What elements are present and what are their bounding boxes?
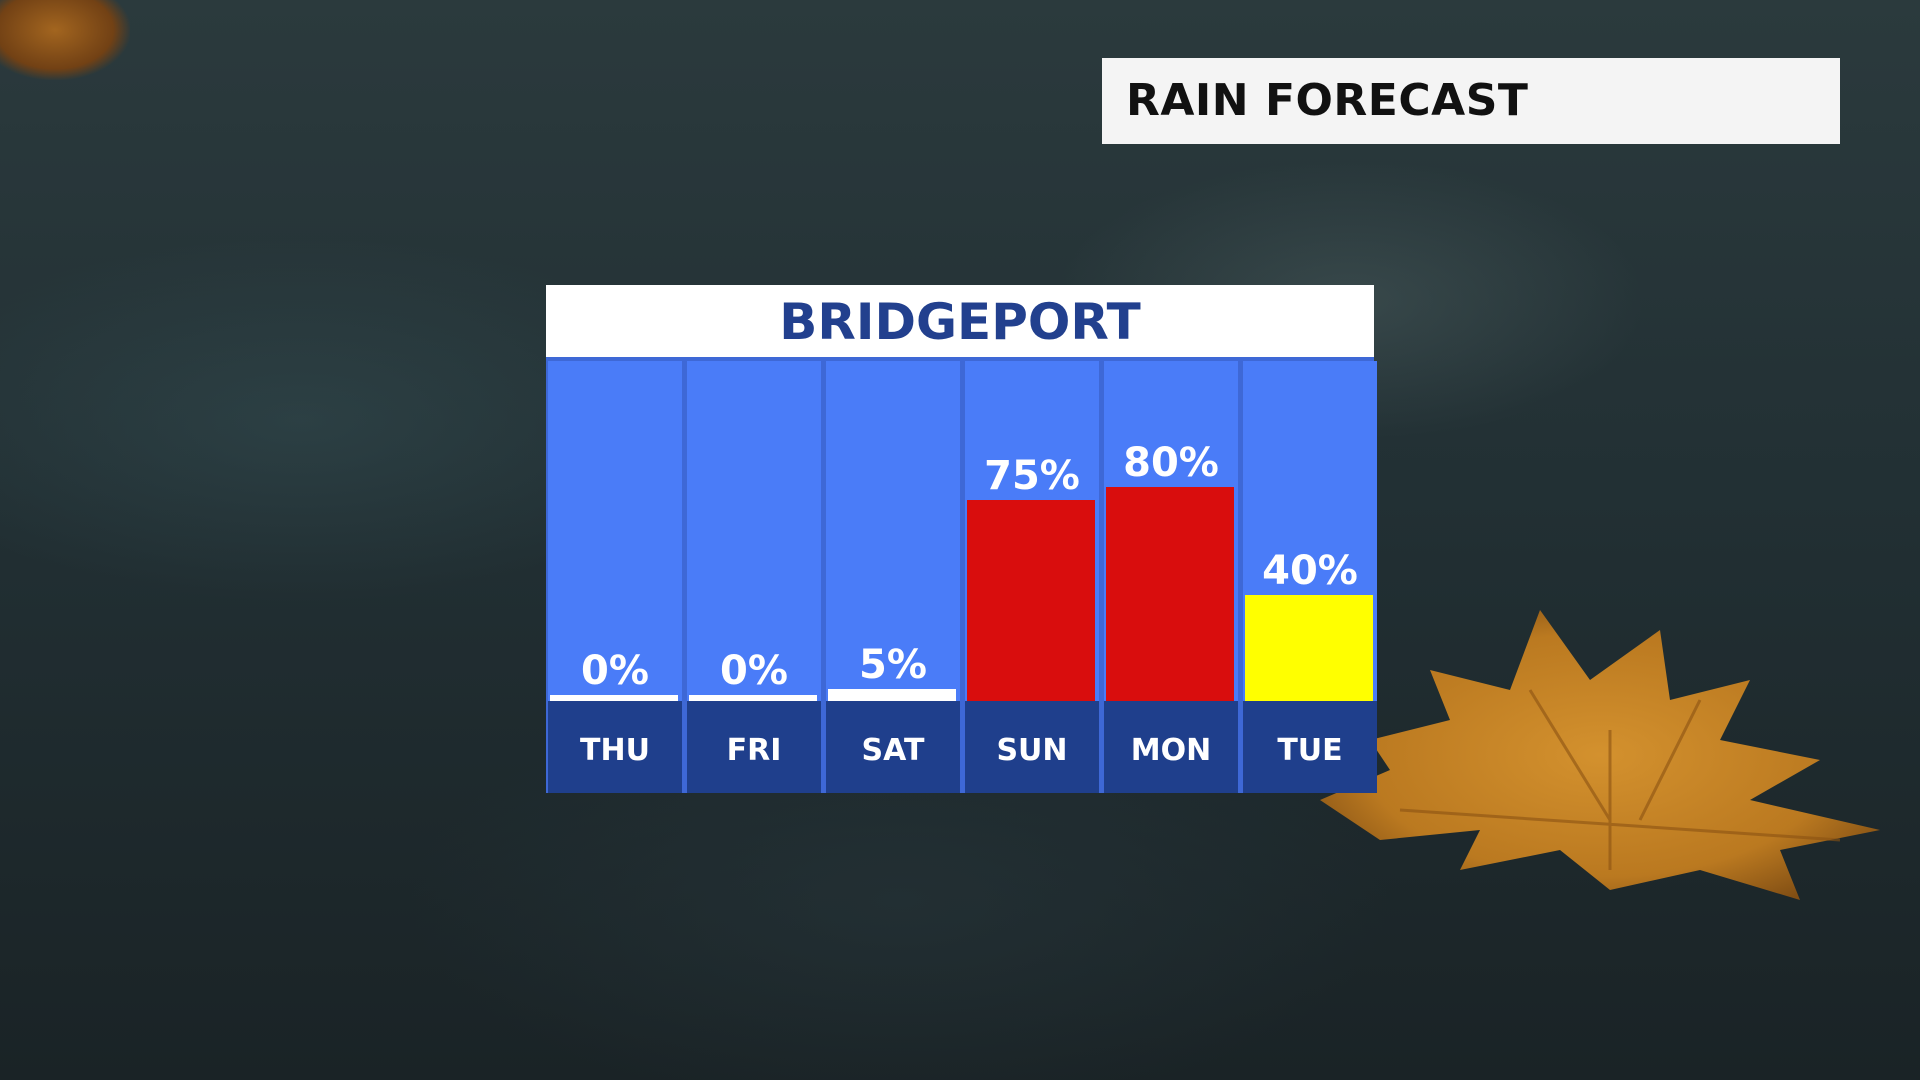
bar-sat [828, 689, 956, 703]
bar-sun [967, 500, 1095, 703]
bar-mon [1106, 487, 1234, 703]
day-label-thu: THU [548, 701, 682, 793]
rain-forecast-header: RAIN FORECAST [1102, 58, 1840, 144]
bar-thu [550, 695, 678, 703]
day-label-mon: MON [1104, 701, 1238, 793]
value-label-fri: 0% [720, 648, 788, 694]
day-label-sat: SAT [826, 701, 960, 793]
day-column-sun: 75% SUN [965, 361, 1099, 793]
value-label-sat: 5% [859, 642, 927, 688]
bars-area: 0% THU 0% FRI 5% SAT 75% SUN 80% MON 40% TUE [546, 357, 1377, 793]
day-column-thu: 0% THU [548, 361, 682, 793]
day-column-sat: 5% SAT [826, 361, 960, 793]
value-label-tue: 40% [1262, 548, 1358, 594]
value-label-thu: 0% [581, 648, 649, 694]
value-label-mon: 80% [1123, 440, 1219, 486]
value-label-sun: 75% [984, 453, 1080, 499]
day-column-fri: 0% FRI [687, 361, 821, 793]
day-label-sun: SUN [965, 701, 1099, 793]
rain-chance-chart: BRIDGEPORT 0% THU 0% FRI 5% SAT 75% SUN 80% MON 40… [546, 285, 1377, 793]
day-label-fri: FRI [687, 701, 821, 793]
autumn-leaf-image [1320, 610, 1880, 900]
day-column-tue: 40% TUE [1243, 361, 1377, 793]
day-column-mon: 80% MON [1104, 361, 1238, 793]
chart-title-box: BRIDGEPORT [546, 285, 1374, 357]
bar-fri [689, 695, 817, 703]
day-label-tue: TUE [1243, 701, 1377, 793]
chart-title: BRIDGEPORT [779, 293, 1141, 351]
autumn-leaf-top-left [0, 0, 130, 80]
bar-tue [1245, 595, 1373, 703]
header-title: RAIN FORECAST [1126, 75, 1529, 126]
